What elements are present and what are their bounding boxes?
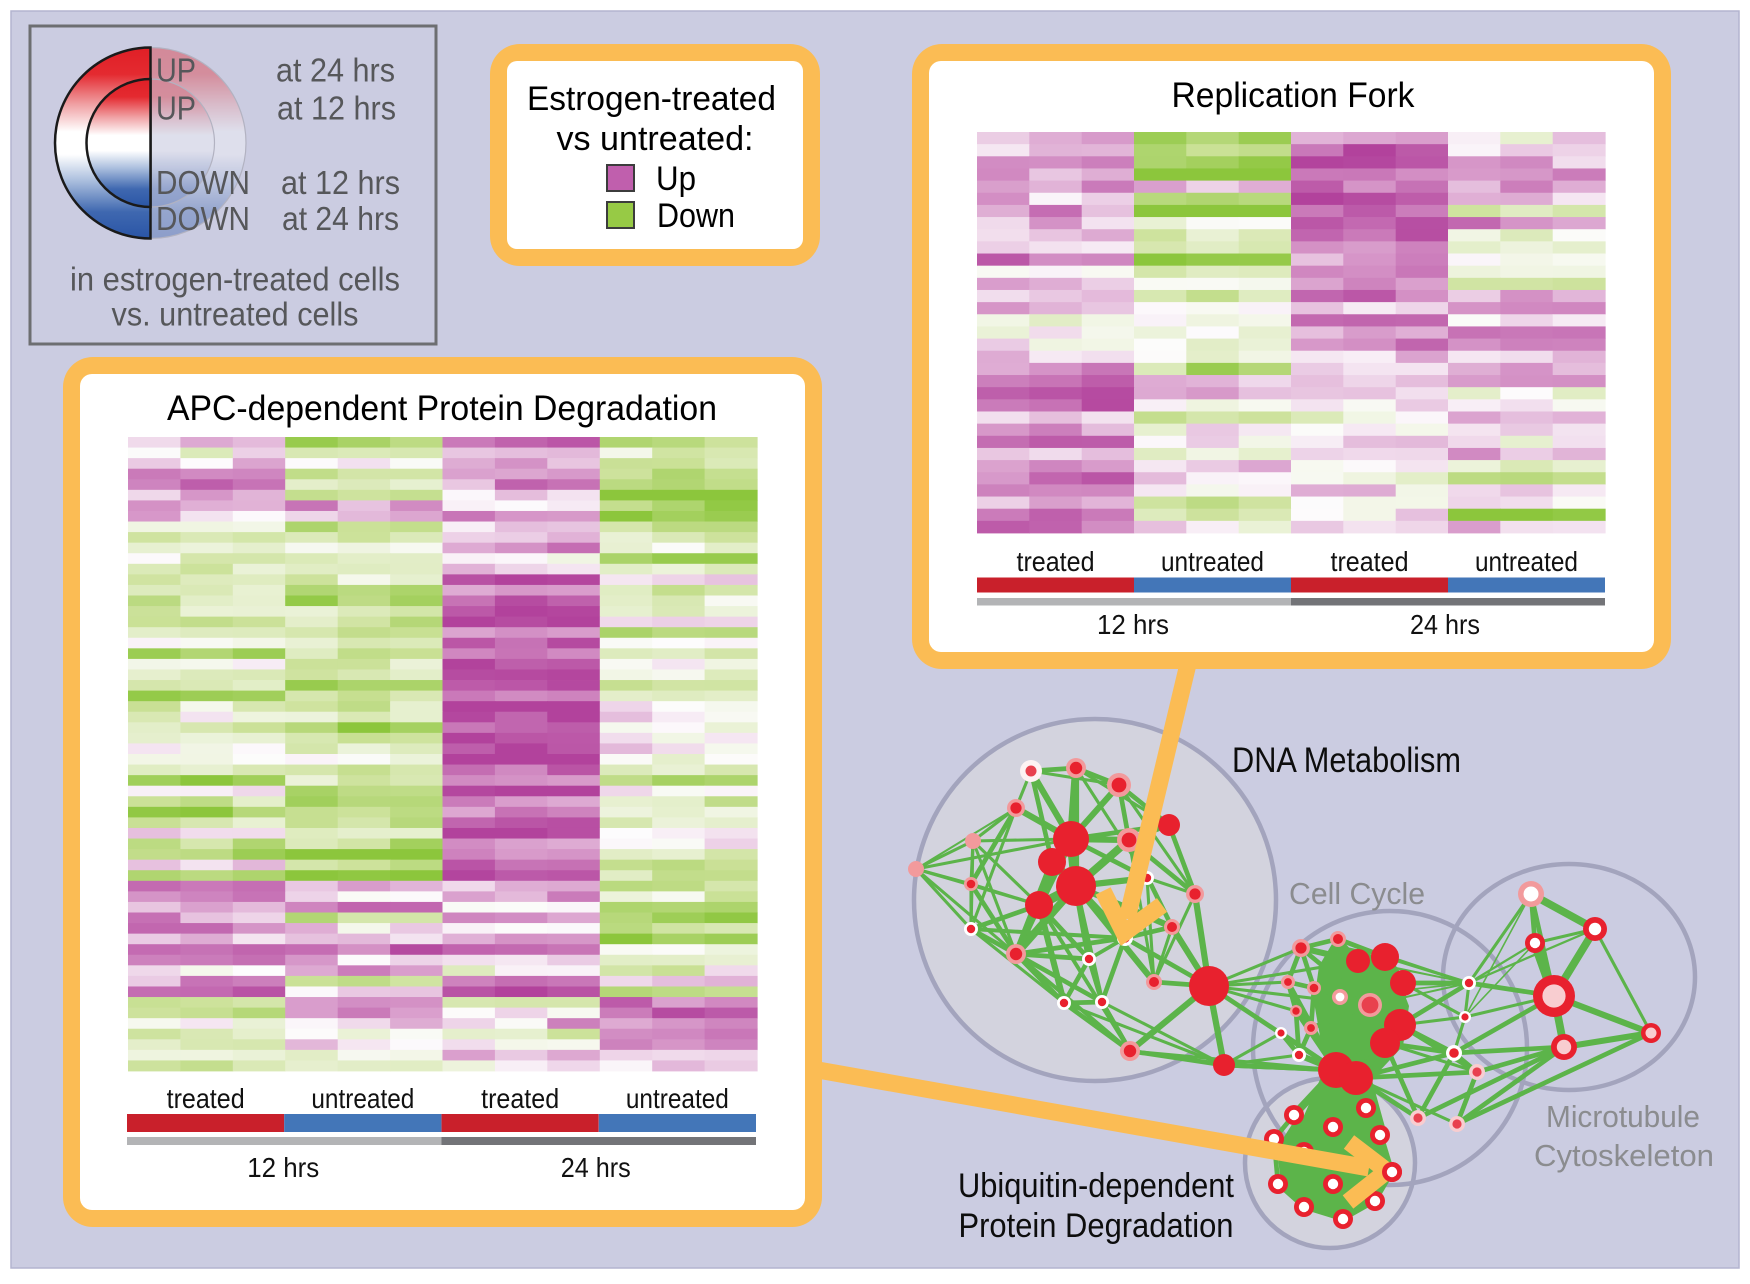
svg-text:Cell Cycle: Cell Cycle	[1289, 876, 1425, 911]
svg-text:vs untreated:: vs untreated:	[557, 120, 754, 158]
svg-text:12 hrs: 12 hrs	[247, 1152, 319, 1183]
svg-text:at 24 hrs: at 24 hrs	[282, 200, 399, 237]
svg-text:at 12 hrs: at 12 hrs	[277, 90, 396, 127]
svg-text:DOWN: DOWN	[156, 164, 250, 201]
svg-text:treated: treated	[1017, 546, 1095, 577]
svg-text:APC-dependent Protein Degradat: APC-dependent Protein Degradation	[167, 388, 717, 428]
svg-text:untreated: untreated	[626, 1083, 729, 1114]
svg-text:Down: Down	[657, 197, 735, 235]
svg-text:Replication Fork: Replication Fork	[1172, 75, 1415, 115]
svg-text:UP: UP	[156, 90, 196, 127]
svg-text:Up: Up	[656, 160, 696, 198]
svg-text:at 12 hrs: at 12 hrs	[281, 164, 400, 201]
svg-text:Cytoskeleton: Cytoskeleton	[1534, 1138, 1714, 1173]
svg-text:24 hrs: 24 hrs	[561, 1152, 631, 1183]
svg-text:UP: UP	[156, 52, 196, 89]
svg-text:24 hrs: 24 hrs	[1410, 609, 1480, 640]
svg-text:untreated: untreated	[1475, 546, 1578, 577]
svg-text:Protein Degradation: Protein Degradation	[959, 1207, 1234, 1245]
svg-text:treated: treated	[481, 1083, 559, 1114]
svg-text:treated: treated	[1331, 546, 1409, 577]
svg-text:at 24 hrs: at 24 hrs	[276, 52, 395, 89]
svg-text:untreated: untreated	[1161, 546, 1264, 577]
svg-text:Ubiquitin-dependent: Ubiquitin-dependent	[958, 1167, 1234, 1205]
svg-text:Microtubule: Microtubule	[1546, 1099, 1700, 1134]
svg-text:untreated: untreated	[311, 1083, 414, 1114]
svg-text:in estrogen-treated cells: in estrogen-treated cells	[70, 261, 400, 298]
svg-text:Estrogen-treated: Estrogen-treated	[527, 80, 776, 118]
svg-text:treated: treated	[167, 1083, 245, 1114]
svg-text:DNA Metabolism: DNA Metabolism	[1232, 741, 1461, 780]
svg-text:vs. untreated cells: vs. untreated cells	[112, 296, 359, 333]
svg-text:12 hrs: 12 hrs	[1097, 609, 1169, 640]
svg-text:DOWN: DOWN	[156, 200, 250, 237]
